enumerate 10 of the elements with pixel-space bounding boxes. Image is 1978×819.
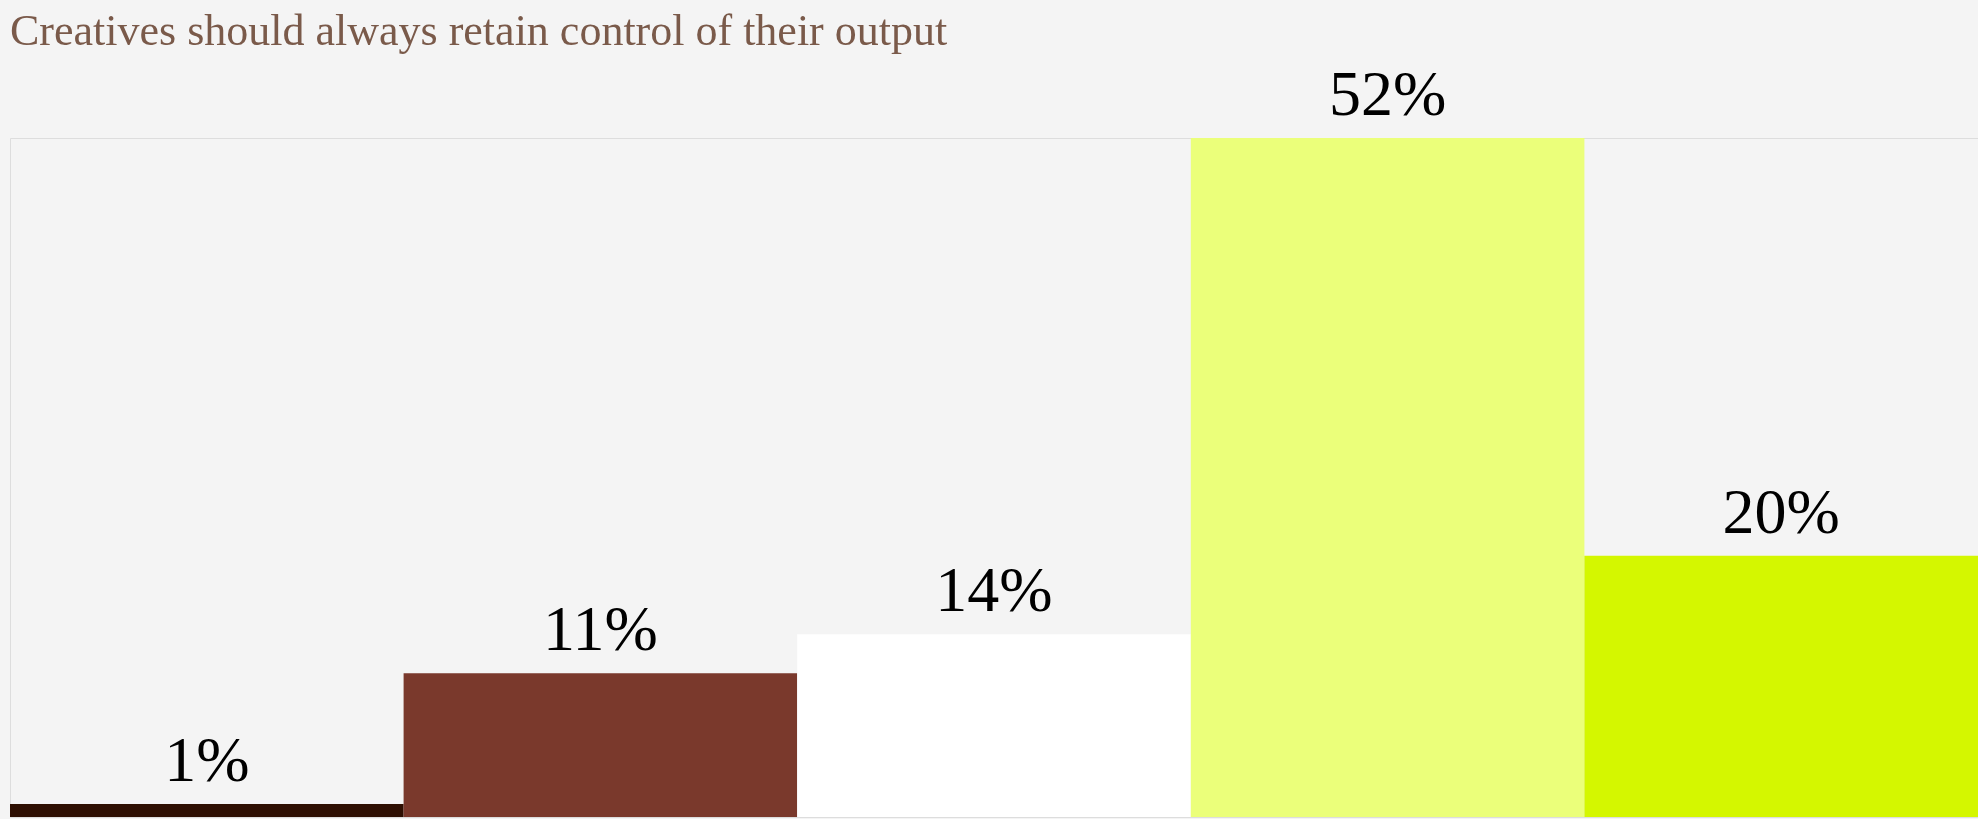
bar [1190, 138, 1585, 817]
chart-title: Creatives should always retain control of their output [10, 6, 948, 55]
bar [1584, 555, 1978, 817]
data-label: 11% [542, 593, 658, 665]
data-label: 1% [164, 723, 250, 795]
data-label: 20% [1722, 475, 1840, 547]
data-label: 14% [935, 554, 1053, 626]
bar [10, 803, 404, 817]
data-label: 52% [1328, 58, 1447, 129]
bar [403, 673, 798, 817]
